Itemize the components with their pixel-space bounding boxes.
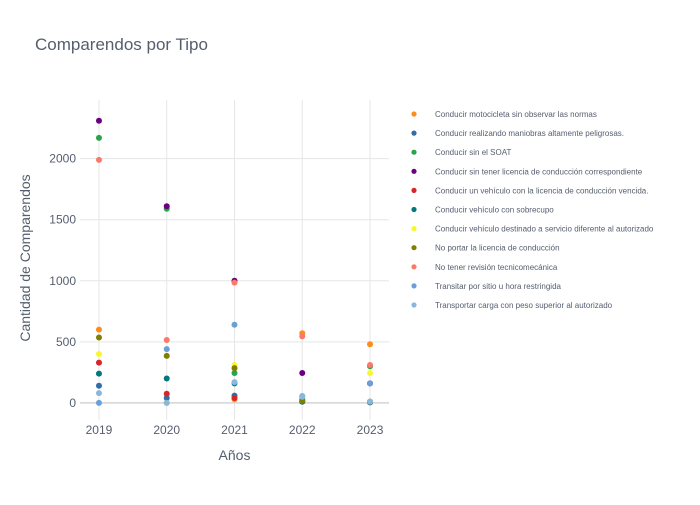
x-axis-title: Años — [219, 447, 251, 463]
y-tick-label: 2000 — [49, 152, 76, 166]
y-tick-label: 500 — [56, 335, 76, 349]
data-point — [95, 359, 102, 366]
x-tick-label: 2021 — [221, 423, 248, 437]
x-tick-label: 2023 — [357, 423, 384, 437]
legend-label: Conducir sin tener licencia de conducció… — [435, 167, 643, 176]
data-point — [299, 333, 306, 340]
x-tick-label: 2019 — [86, 423, 113, 437]
data-point — [95, 334, 102, 341]
legend-label: Conducir vehículo con sobrecupo — [435, 206, 554, 215]
data-point — [95, 382, 102, 389]
legend-marker — [411, 226, 417, 232]
data-point — [231, 321, 238, 328]
data-point — [163, 375, 170, 382]
x-tick-label: 2020 — [153, 423, 180, 437]
data-point — [163, 352, 170, 359]
legend-label: No tener revisión tecnicomecánica — [435, 263, 558, 272]
legend-label: Conducir realizando maniobras altamente … — [435, 129, 624, 138]
y-tick-label: 0 — [69, 396, 76, 410]
legend-label: Conducir vehículo destinado a servicio d… — [435, 225, 654, 234]
y-tick-label: 1500 — [49, 213, 76, 227]
points-layer — [95, 117, 374, 406]
data-point — [163, 395, 170, 402]
data-point — [95, 399, 102, 406]
legend-marker — [411, 168, 417, 174]
chart-title: Comparendos por Tipo — [35, 35, 208, 54]
data-point — [163, 399, 170, 406]
data-point — [231, 365, 238, 372]
data-point — [299, 369, 306, 376]
legend-marker — [411, 302, 417, 308]
data-point — [95, 134, 102, 141]
legend-label: Conducir un vehículo con la licencia de … — [435, 186, 648, 195]
data-point — [367, 341, 374, 348]
legend-marker — [411, 130, 417, 136]
data-point — [95, 390, 102, 397]
data-point — [163, 337, 170, 343]
legend-label: No portar la licencia de conducción — [435, 244, 560, 253]
legend-marker — [411, 264, 417, 270]
y-tick-label: 1000 — [49, 274, 76, 288]
y-axis-title: Cantidad de Comparendos — [17, 174, 33, 341]
legend-marker — [411, 149, 417, 155]
data-point — [299, 393, 306, 400]
legend-marker — [411, 187, 417, 193]
legend-marker — [411, 283, 417, 289]
data-point — [95, 326, 102, 333]
data-point — [367, 369, 374, 376]
data-point — [231, 279, 238, 286]
data-point — [163, 346, 170, 353]
x-tick-label: 2022 — [289, 423, 316, 437]
legend-label: Conducir motocicleta sin observar las no… — [435, 110, 597, 119]
data-point — [231, 379, 238, 386]
data-point — [367, 362, 374, 369]
legend-label: Transitar por sitio u hora restringida — [435, 282, 562, 291]
legend-marker — [411, 245, 417, 251]
data-point — [95, 117, 102, 124]
data-point — [367, 398, 374, 405]
legend-marker — [411, 111, 417, 117]
data-point — [95, 351, 102, 358]
ticks-layer: 2019 2020 2021 2022 2023 0 500 1000 1500 2000 — [49, 152, 383, 437]
legend-label: Conducir sin el SOAT — [435, 148, 511, 157]
legend-label: Transportar carga con peso superior al a… — [435, 301, 613, 310]
grid-layer — [80, 100, 389, 420]
data-point — [367, 380, 374, 387]
data-point — [163, 390, 170, 397]
data-point — [95, 370, 102, 377]
data-point — [231, 395, 238, 402]
data-point — [231, 369, 238, 376]
data-point — [95, 156, 102, 163]
data-point — [163, 203, 170, 210]
legend: Conducir motocicleta sin observar las no… — [411, 110, 654, 310]
legend-marker — [411, 206, 417, 213]
